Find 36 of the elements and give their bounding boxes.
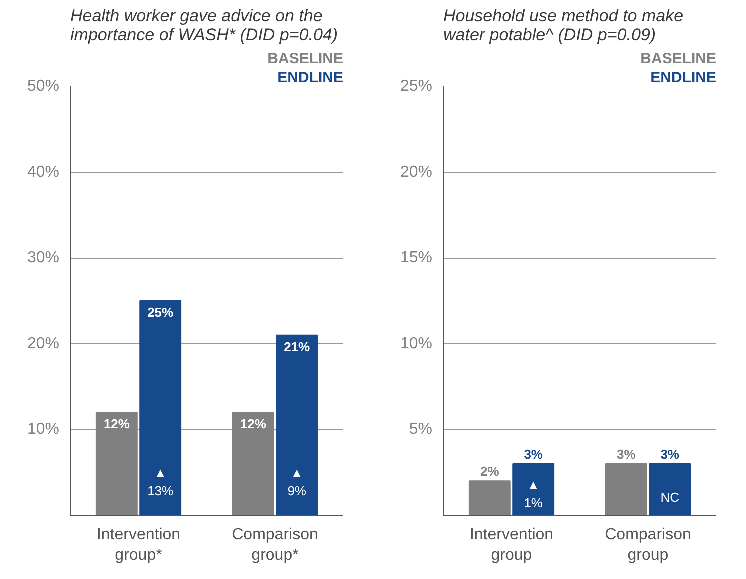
data-label: 3% (660, 447, 680, 462)
data-label: 21% (284, 339, 311, 354)
text: BASELINE (640, 50, 716, 68)
annotation: ▲ 1% (524, 477, 544, 510)
data-label: 2% (480, 464, 500, 480)
data-label: 3% (617, 447, 636, 462)
x-tick-label: Comparison group* (232, 526, 318, 564)
y-tick-label: 5% (409, 421, 432, 438)
text: ENDLINE (278, 70, 344, 86)
bar (232, 412, 274, 516)
text: BASELINE (268, 50, 344, 68)
x-tick-label: Intervention group* (96, 526, 181, 564)
y-tick-label: 50% (27, 78, 60, 95)
bar (140, 300, 182, 516)
y-tick-label: 10% (400, 335, 433, 352)
y-tick-label: 20% (400, 164, 433, 181)
y-tick-label: 20% (27, 335, 60, 352)
annotation: ▲ 13% (148, 465, 174, 498)
x-tick-label: Comparison group (605, 526, 692, 564)
chart-title: Health worker gave advice on the importance of WASH* (DID p=0.04) (70, 6, 338, 44)
annotation: NC (660, 490, 680, 506)
text: ENDLINE (650, 70, 717, 86)
data-label: 12% (104, 416, 130, 432)
x-tick-label: Intervention group (470, 526, 554, 564)
bar (276, 334, 318, 516)
y-tick-label: 10% (27, 421, 60, 438)
y-tick-label: 40% (27, 164, 60, 181)
bar (96, 412, 138, 516)
data-label: 12% (240, 416, 267, 432)
data-label: 3% (524, 447, 544, 462)
data-label: 25% (148, 305, 174, 320)
chart-title: Household use method to make water potable^ (DID p=0.09) (444, 6, 684, 44)
y-tick-label: 25% (400, 78, 433, 95)
y-tick-label: 15% (400, 250, 433, 267)
annotation: ▲ 9% (288, 465, 307, 498)
y-tick-label: 30% (27, 250, 60, 267)
